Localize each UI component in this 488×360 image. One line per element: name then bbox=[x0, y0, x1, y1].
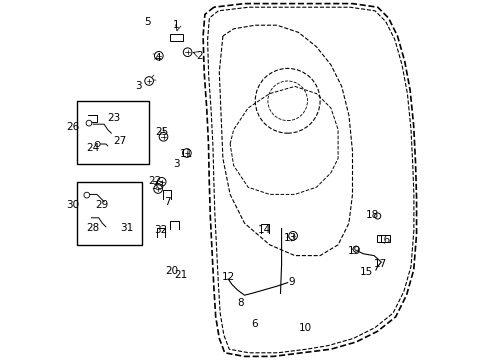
Text: 12: 12 bbox=[221, 272, 234, 282]
Circle shape bbox=[144, 77, 153, 85]
Circle shape bbox=[183, 48, 192, 57]
Text: 26: 26 bbox=[66, 122, 79, 132]
Circle shape bbox=[157, 177, 166, 186]
Text: 3: 3 bbox=[135, 81, 142, 91]
Circle shape bbox=[153, 185, 162, 193]
Circle shape bbox=[288, 231, 297, 240]
Text: 2: 2 bbox=[196, 51, 203, 61]
Text: 27: 27 bbox=[113, 136, 127, 146]
Text: 20: 20 bbox=[165, 266, 178, 276]
Text: 3: 3 bbox=[172, 159, 179, 169]
Text: 8: 8 bbox=[237, 298, 244, 308]
Circle shape bbox=[95, 141, 100, 147]
Text: 23: 23 bbox=[107, 113, 121, 123]
Text: 25: 25 bbox=[155, 127, 168, 138]
Text: 17: 17 bbox=[373, 258, 386, 269]
Text: 18: 18 bbox=[365, 210, 378, 220]
Text: 33: 33 bbox=[151, 181, 164, 192]
Text: 24: 24 bbox=[86, 143, 99, 153]
Text: 14: 14 bbox=[257, 225, 270, 235]
Text: 19: 19 bbox=[347, 246, 360, 256]
Bar bbox=[77, 182, 142, 245]
Circle shape bbox=[159, 132, 167, 141]
Text: 5: 5 bbox=[143, 17, 150, 27]
Text: 9: 9 bbox=[287, 276, 294, 287]
Circle shape bbox=[84, 192, 89, 198]
Text: 7: 7 bbox=[163, 197, 170, 207]
Text: 6: 6 bbox=[250, 319, 257, 329]
Circle shape bbox=[352, 246, 358, 252]
Circle shape bbox=[154, 51, 163, 60]
Text: 4: 4 bbox=[154, 53, 161, 63]
Text: 15: 15 bbox=[360, 267, 373, 277]
Text: 13: 13 bbox=[284, 233, 297, 243]
Text: 22: 22 bbox=[148, 176, 162, 186]
Text: 16: 16 bbox=[378, 235, 391, 246]
Circle shape bbox=[86, 120, 92, 126]
Text: 11: 11 bbox=[180, 149, 193, 159]
Text: 29: 29 bbox=[96, 200, 109, 210]
Circle shape bbox=[182, 149, 191, 157]
Text: 30: 30 bbox=[66, 200, 79, 210]
Text: 28: 28 bbox=[86, 222, 100, 233]
Bar bbox=[376, 235, 389, 242]
Bar bbox=[77, 101, 149, 164]
Text: 1: 1 bbox=[172, 20, 179, 30]
Circle shape bbox=[374, 213, 380, 219]
Text: 10: 10 bbox=[299, 323, 312, 333]
Text: 31: 31 bbox=[120, 222, 133, 233]
Text: 21: 21 bbox=[174, 270, 187, 280]
Bar bbox=[169, 34, 182, 41]
Text: 32: 32 bbox=[154, 225, 167, 235]
